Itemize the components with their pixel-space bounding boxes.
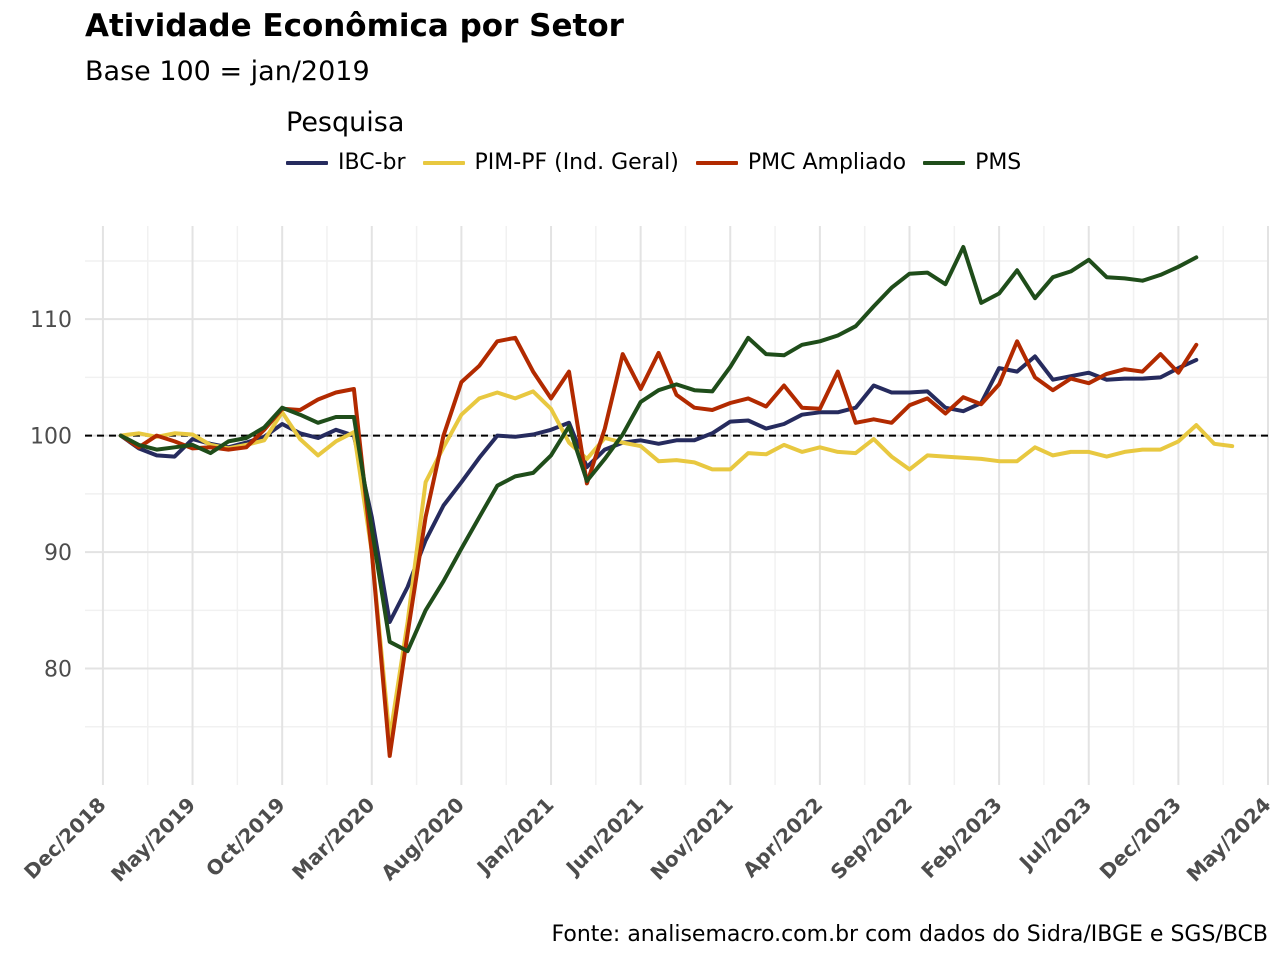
y-tick-label: 80	[44, 658, 72, 683]
y-tick-label: 110	[30, 308, 72, 333]
y-tick-label: 100	[30, 425, 72, 450]
legend-label: IBC-br	[338, 150, 406, 175]
x-tick-label: Feb/2023	[916, 793, 1006, 883]
legend-title: Pesquisa	[286, 107, 405, 138]
x-tick-label: Dec/2023	[1095, 793, 1186, 884]
y-tick-label: 90	[44, 541, 72, 566]
series-line-ibc-br	[118, 354, 1199, 624]
minor-gridlines	[85, 226, 1268, 785]
chart-subtitle: Base 100 = jan/2019	[85, 56, 370, 87]
legend-item: PIM-PF (Ind. Geral)	[422, 150, 679, 175]
series-lines	[118, 245, 1235, 758]
series-line-pmc-ampliado	[118, 335, 1199, 758]
series-line-pms	[118, 245, 1199, 654]
legend-label: PMS	[975, 150, 1022, 175]
x-tick-label: Nov/2021	[646, 793, 738, 885]
legend-label: PMC Ampliado	[747, 150, 907, 175]
x-tick-label: Jul/2023	[1013, 793, 1096, 876]
x-tick-label: Sep/2022	[826, 793, 917, 884]
legend-label: PIM-PF (Ind. Geral)	[474, 150, 679, 175]
x-tick-label: Oct/2019	[201, 793, 290, 882]
x-tick-label: Dec/2018	[19, 793, 110, 884]
legend-key-line	[286, 160, 328, 165]
legend-key-line	[695, 160, 738, 165]
series-line-pim-pf-ind-geral	[118, 389, 1235, 741]
legend-key-line	[923, 160, 966, 165]
x-tick-label: Aug/2020	[376, 793, 469, 886]
legend-item: IBC-br	[286, 150, 406, 175]
x-tick-label: May/2019	[106, 793, 200, 887]
legend-item: PMS	[923, 150, 1021, 175]
x-tick-label: Apr/2022	[738, 793, 828, 883]
chart-caption: Fonte: analisemacro.com.br com dados do …	[551, 922, 1268, 947]
x-tick-label: May/2024	[1182, 793, 1276, 887]
x-tick-label: Jun/2021	[560, 793, 648, 881]
legend: IBC-br PIM-PF (Ind. Geral) PMC Ampliado PMS	[286, 150, 1038, 175]
chart-title: Atividade Econômica por Setor	[85, 8, 624, 44]
legend-item: PMC Ampliado	[695, 150, 907, 175]
major-gridlines	[85, 226, 1269, 785]
y-axis-ticks: 80 90 100 110	[30, 308, 72, 682]
x-tick-label: Jan/2021	[471, 793, 559, 881]
x-tick-label: Mar/2020	[287, 793, 379, 885]
legend-key-line	[422, 160, 465, 165]
